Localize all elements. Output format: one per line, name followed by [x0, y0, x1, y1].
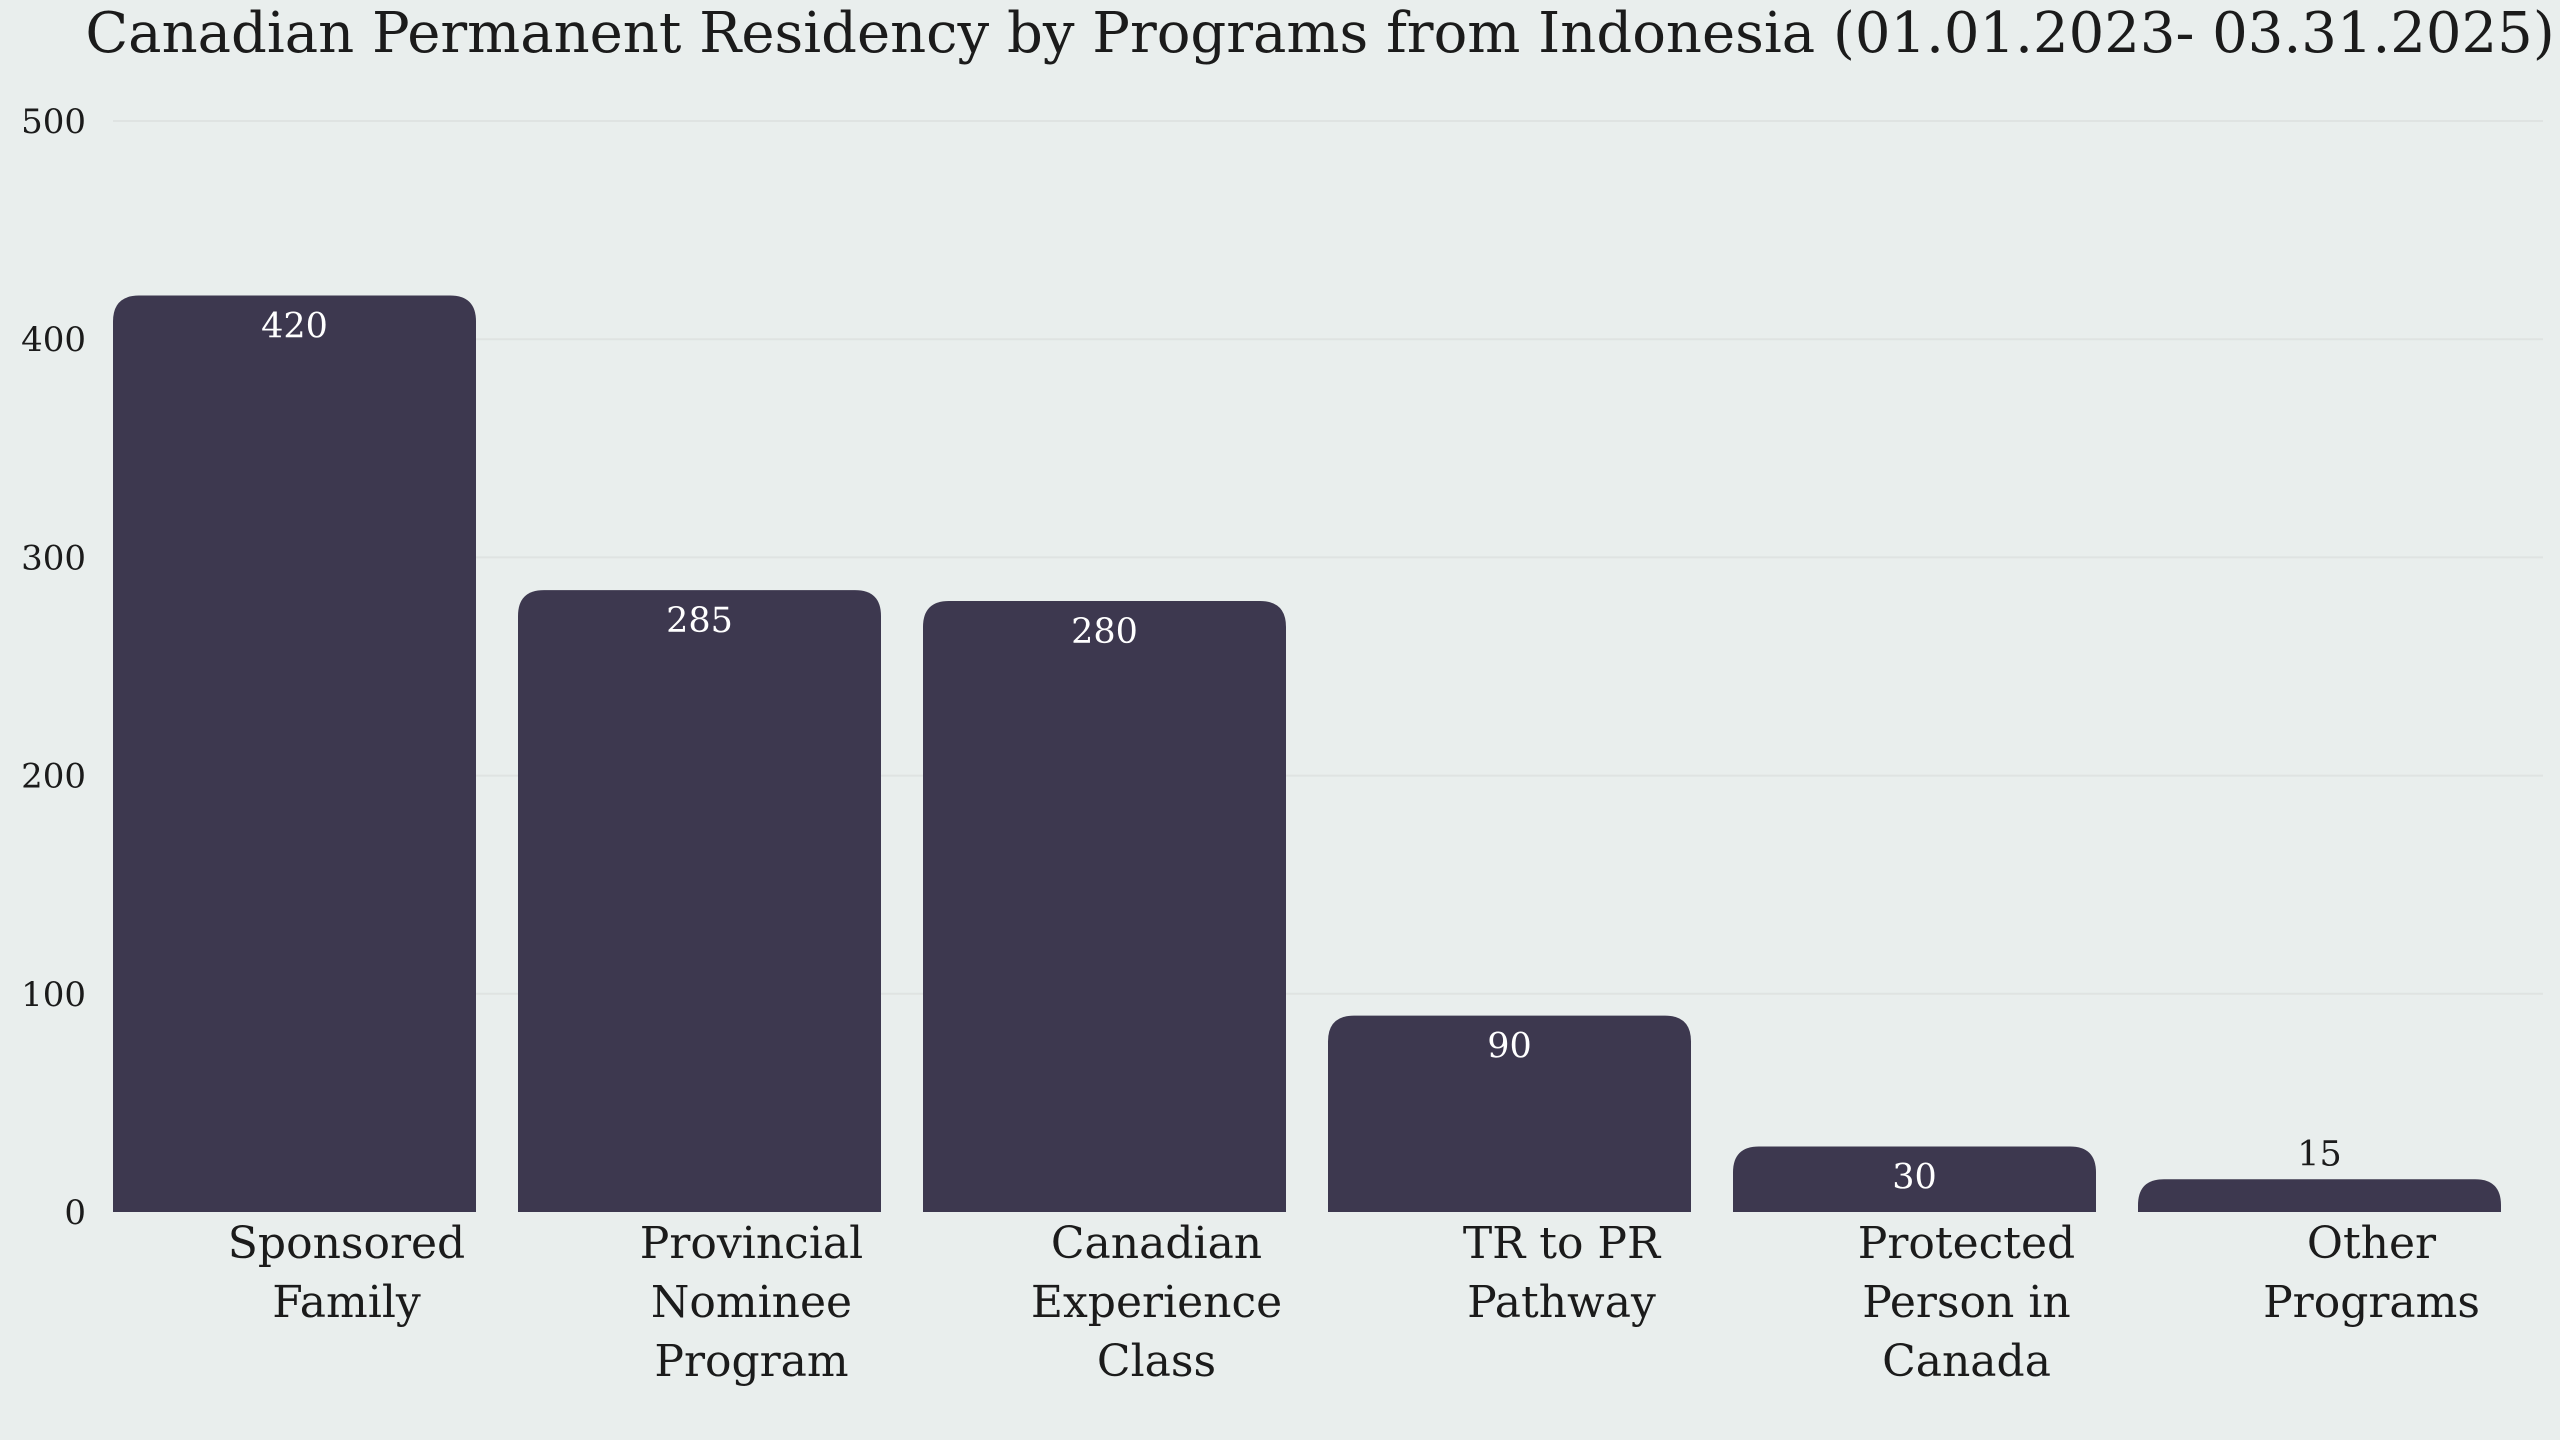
- x-tick-label: Sponsored Family: [228, 1218, 465, 1328]
- y-axis-ticks: 0 100 200 300 400 500: [21, 102, 86, 1233]
- bar-value-labels: 420 285 280 90 30 15: [261, 307, 2342, 1198]
- bar: [923, 601, 1286, 1212]
- bar-value-label: 15: [2297, 1134, 2342, 1174]
- chart-title: Canadian Permanent Residency by Programs…: [85, 1, 2554, 66]
- gridlines: [113, 120, 2543, 995]
- bar-value-label: 285: [666, 601, 733, 641]
- bar-value-label: 90: [1487, 1027, 1532, 1067]
- x-tick-label-line: Pathway: [1467, 1277, 1656, 1328]
- y-tick-label: 400: [21, 320, 86, 360]
- bar: [1328, 1015, 1691, 1212]
- bars: [113, 295, 2501, 1212]
- bar-value-label: 30: [1892, 1158, 1937, 1198]
- x-tick-label-line: Experience: [1031, 1277, 1282, 1328]
- x-tick-label-line: Protected: [1858, 1218, 2075, 1269]
- x-tick-label-line: Class: [1097, 1336, 1216, 1387]
- y-tick-label: 0: [64, 1193, 86, 1233]
- x-tick-label-line: Programs: [2263, 1277, 2480, 1328]
- bar: [2138, 1179, 2501, 1212]
- x-tick-label-line: Nominee: [651, 1277, 852, 1328]
- y-tick-label: 100: [21, 975, 86, 1015]
- x-tick-label-line: Family: [272, 1277, 421, 1328]
- x-tick-label-line: Person in: [1862, 1277, 2071, 1328]
- x-tick-label: TR to PR Pathway: [1463, 1218, 1662, 1328]
- y-tick-label: 200: [21, 757, 86, 797]
- y-tick-label: 500: [21, 102, 86, 142]
- x-tick-label: Canadian Experience Class: [1031, 1218, 1282, 1387]
- bar: [1733, 1146, 2096, 1212]
- y-tick-label: 300: [21, 538, 86, 578]
- x-tick-label-line: Program: [654, 1336, 848, 1387]
- x-tick-label-line: Canadian: [1051, 1218, 1262, 1269]
- x-tick-label-line: Provincial: [640, 1218, 863, 1269]
- bar-value-label: 420: [261, 307, 328, 347]
- x-tick-label: Other Programs: [2263, 1218, 2480, 1328]
- x-tick-label: Protected Person in Canada: [1858, 1218, 2075, 1387]
- x-tick-label-line: Canada: [1882, 1336, 2051, 1387]
- x-tick-label-line: Other: [2307, 1218, 2437, 1269]
- x-tick-label-line: Sponsored: [228, 1218, 465, 1269]
- bar-value-label: 280: [1071, 612, 1138, 652]
- bar: [518, 590, 881, 1212]
- x-tick-label: Provincial Nominee Program: [640, 1218, 863, 1387]
- bar: [113, 295, 476, 1212]
- x-tick-label-line: TR to PR: [1463, 1218, 1662, 1269]
- x-axis-ticks: Sponsored Family Provincial Nominee Program C…: [228, 1218, 2480, 1387]
